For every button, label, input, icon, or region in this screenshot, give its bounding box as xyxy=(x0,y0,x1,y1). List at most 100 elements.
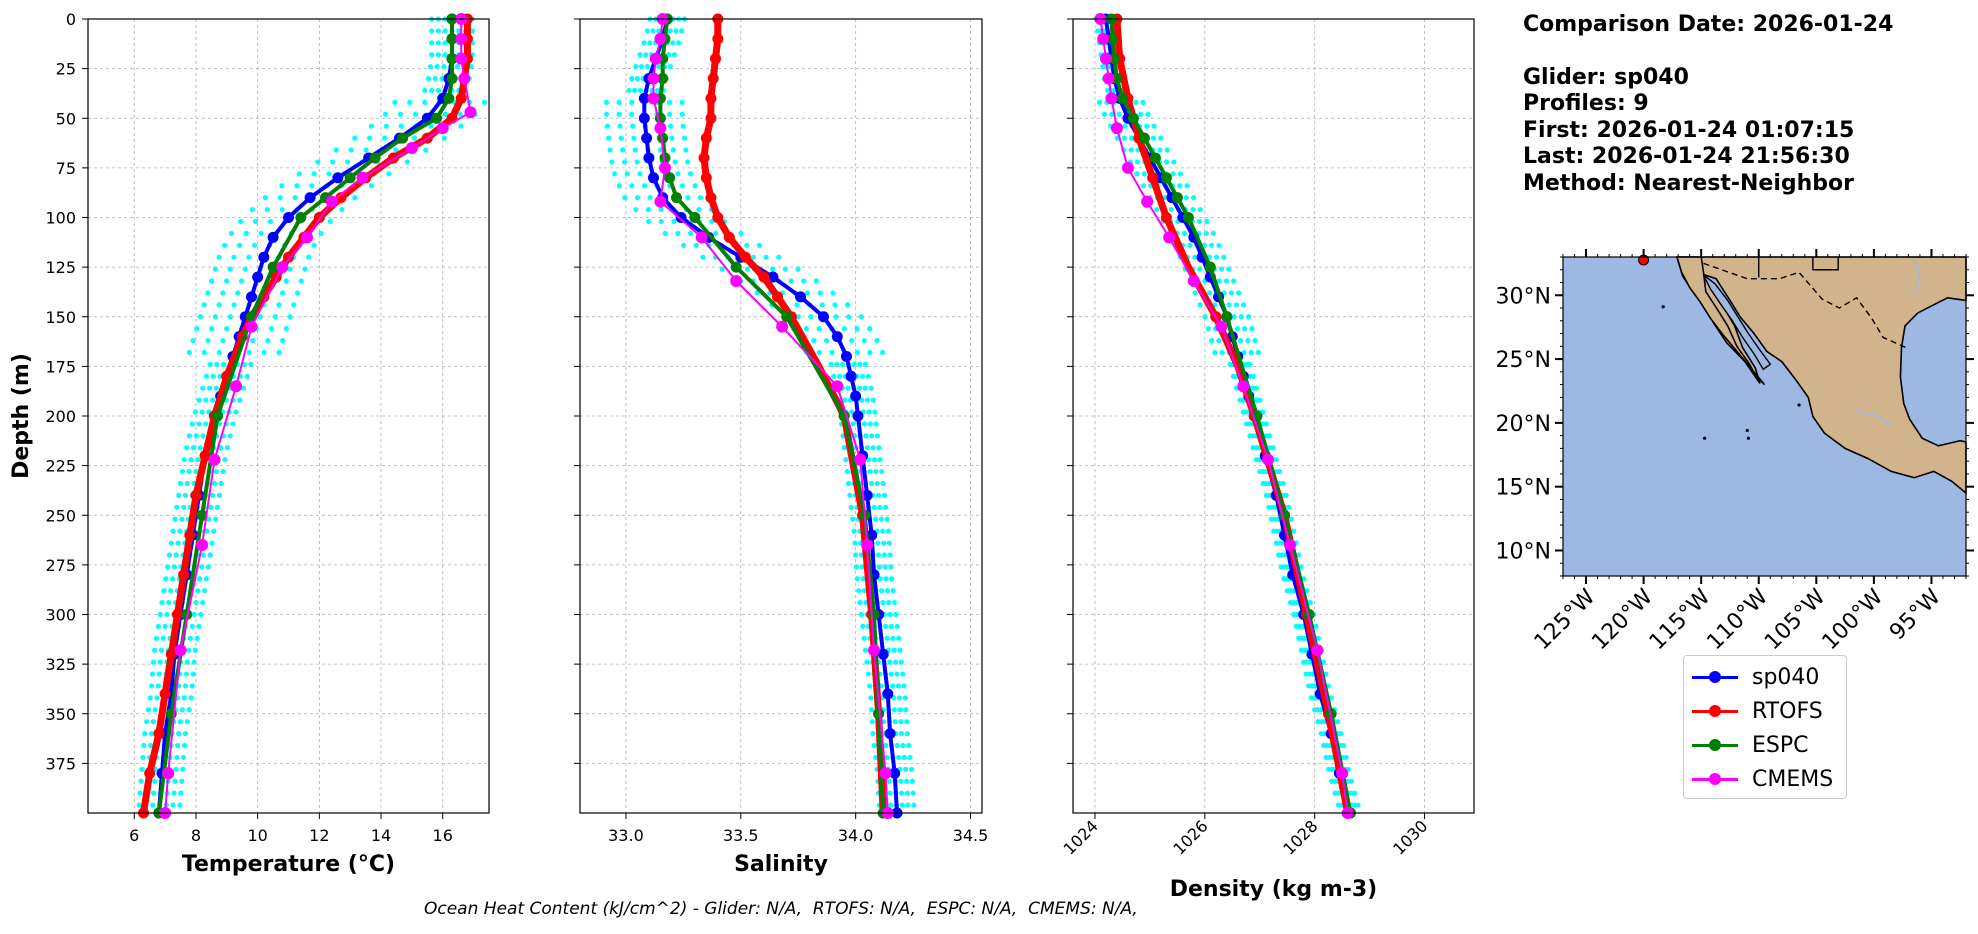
data-point xyxy=(767,271,779,283)
glider-raw-point xyxy=(198,611,204,618)
x-tick-label: 10 xyxy=(247,826,267,845)
glider-raw-point xyxy=(170,528,176,534)
glider-raw-point xyxy=(184,719,190,725)
glider-raw-point xyxy=(235,290,241,296)
glider-raw-point xyxy=(187,635,194,641)
glider-raw-point xyxy=(1320,659,1327,665)
glider-raw-point xyxy=(197,314,204,320)
glider-raw-point xyxy=(853,564,859,570)
glider-raw-point xyxy=(228,230,234,236)
glider-raw-point xyxy=(153,635,160,641)
data-point xyxy=(873,708,885,720)
glider-raw-point xyxy=(177,802,183,808)
glider-raw-point xyxy=(632,147,638,153)
glider-raw-point xyxy=(197,445,203,451)
glider-raw-point xyxy=(868,385,874,391)
legend-label: RTOFS xyxy=(1752,698,1823,724)
glider-raw-point xyxy=(177,480,184,487)
glider-raw-point xyxy=(675,40,682,46)
y-tick-label: 300 xyxy=(45,606,76,625)
glider-raw-point xyxy=(180,766,186,772)
y-tick-label: 25 xyxy=(56,60,76,79)
data-point xyxy=(675,212,687,223)
glider-raw-point xyxy=(666,111,673,117)
glider-raw-point xyxy=(629,183,635,189)
glider-raw-point xyxy=(1257,397,1263,403)
glider-raw-point xyxy=(205,290,211,296)
glider-raw-point xyxy=(209,326,215,332)
glider-raw-point xyxy=(634,75,641,82)
glider-raw-point xyxy=(141,742,147,749)
glider-raw-point xyxy=(1122,123,1128,129)
glider-raw-point xyxy=(606,135,612,141)
x-tick-label: 33.0 xyxy=(608,826,644,845)
glider-raw-point xyxy=(632,87,638,94)
data-point xyxy=(165,648,177,660)
glider-raw-point xyxy=(1338,731,1344,737)
glider-raw-point xyxy=(862,361,869,367)
glider-raw-point xyxy=(171,790,177,796)
data-point xyxy=(700,132,712,144)
glider-raw-point xyxy=(1226,266,1232,272)
glider-raw-point xyxy=(184,659,190,665)
y-tick-label: 375 xyxy=(45,754,76,773)
glider-raw-point xyxy=(196,397,202,403)
glider-raw-point xyxy=(1210,230,1217,236)
glider-raw-point xyxy=(203,576,210,582)
data-point xyxy=(325,195,338,208)
map-lat-label: 10°N xyxy=(1496,539,1551,564)
map-lat-label: 20°N xyxy=(1496,412,1551,437)
glider-raw-point xyxy=(795,314,801,320)
glider-raw-point xyxy=(1181,230,1188,236)
glider-raw-point xyxy=(681,242,687,248)
data-point xyxy=(817,311,829,323)
glider-raw-point xyxy=(834,361,840,367)
glider-raw-point xyxy=(870,397,876,403)
glider-raw-point xyxy=(156,671,162,677)
glider-raw-point xyxy=(150,802,156,808)
glider-raw-point xyxy=(423,147,429,153)
legend-label: CMEMS xyxy=(1752,766,1834,792)
glider-raw-point xyxy=(698,195,704,201)
data-point xyxy=(1138,132,1150,144)
glider-raw-point xyxy=(368,123,375,129)
glider-raw-point xyxy=(216,302,222,308)
glider-raw-point xyxy=(861,337,867,344)
glider-raw-point xyxy=(148,742,154,749)
glider-raw-point xyxy=(185,647,192,653)
glider-raw-point xyxy=(176,731,182,737)
glider-raw-point xyxy=(164,611,170,618)
glider-raw-point xyxy=(782,266,788,272)
glider-raw-point xyxy=(173,766,179,772)
glider-raw-point xyxy=(902,695,908,701)
glider-raw-point xyxy=(832,302,838,308)
glider-raw-point xyxy=(1212,349,1218,356)
glider-raw-point xyxy=(144,719,150,725)
glider-raw-point xyxy=(894,623,900,630)
data-point xyxy=(705,92,717,104)
glider-raw-point xyxy=(1270,445,1276,451)
data-point xyxy=(190,489,202,501)
baja-peninsula xyxy=(1675,256,1766,386)
glider-raw-point xyxy=(685,159,691,165)
glider-raw-point xyxy=(411,135,418,141)
glider-raw-point xyxy=(882,564,888,570)
legend-label: ESPC xyxy=(1752,732,1809,758)
data-point xyxy=(772,291,784,303)
glider-raw-point xyxy=(193,468,199,475)
glider-raw-point xyxy=(887,552,893,558)
glider-raw-point xyxy=(811,337,817,344)
glider-raw-point xyxy=(283,278,289,284)
glider-raw-point xyxy=(1335,719,1341,725)
glider-raw-point xyxy=(1170,171,1176,177)
glider-raw-point xyxy=(238,218,244,225)
glider-raw-point xyxy=(221,242,228,248)
glider-raw-point xyxy=(1223,278,1230,284)
glider-raw-point xyxy=(888,623,895,630)
data-point xyxy=(258,251,270,263)
glider-raw-point xyxy=(231,302,237,308)
glider-raw-point xyxy=(868,707,875,713)
glider-raw-point xyxy=(886,778,893,784)
glider-raw-point xyxy=(208,504,214,510)
glider-raw-point xyxy=(175,540,181,546)
